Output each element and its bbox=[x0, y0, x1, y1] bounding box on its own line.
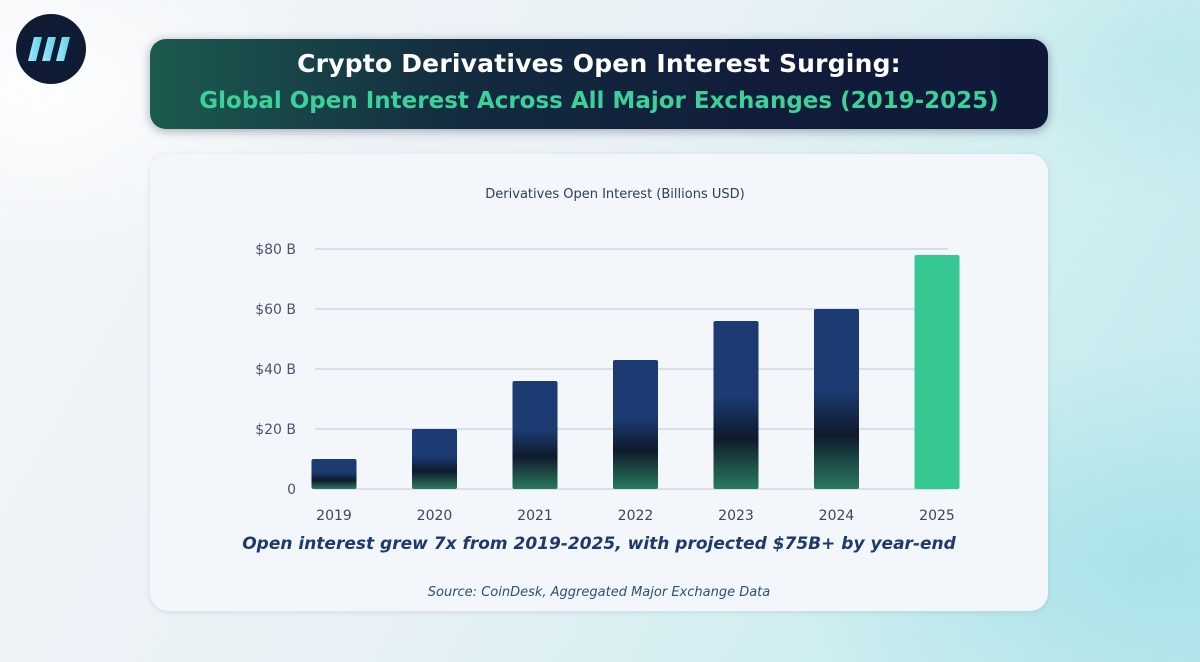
source-note: Source: CoinDesk, Aggregated Major Excha… bbox=[427, 585, 771, 600]
x-tick-label-2023: 2023 bbox=[718, 508, 754, 524]
bar-2024 bbox=[814, 309, 859, 489]
y-tick-label: $80 B bbox=[255, 242, 296, 258]
x-tick-label-2022: 2022 bbox=[618, 508, 654, 524]
page-title: Crypto Derivatives Open Interest Surging… bbox=[297, 49, 901, 78]
slashes-logo-icon bbox=[28, 37, 70, 61]
x-tick-label-2020: 2020 bbox=[417, 508, 453, 524]
chart-caption: Open interest grew 7x from 2019-2025, wi… bbox=[242, 534, 956, 554]
bar-chart: Derivatives Open Interest (Billions USD)… bbox=[255, 187, 960, 524]
header-banner: Crypto Derivatives Open Interest Surging… bbox=[150, 39, 1048, 129]
bar-2022 bbox=[613, 360, 658, 489]
bar-2021 bbox=[512, 381, 558, 489]
bar-2025 bbox=[914, 255, 960, 489]
x-tick-label-2024: 2024 bbox=[819, 508, 855, 524]
x-tick-label-2021: 2021 bbox=[517, 508, 553, 524]
chart-title: Derivatives Open Interest (Billions USD) bbox=[485, 187, 744, 202]
y-tick-label: $60 B bbox=[255, 302, 296, 318]
x-tick-label-2019: 2019 bbox=[316, 508, 352, 524]
x-tick-label-2025: 2025 bbox=[919, 508, 955, 524]
bar-2020 bbox=[412, 429, 457, 489]
bar-2023 bbox=[713, 321, 759, 489]
chart-card: Derivatives Open Interest (Billions USD)… bbox=[150, 154, 1048, 611]
y-tick-label: 0 bbox=[287, 482, 296, 498]
bar-2019 bbox=[311, 459, 357, 489]
page-subtitle: Global Open Interest Across All Major Ex… bbox=[199, 88, 999, 114]
y-tick-label: $20 B bbox=[255, 422, 296, 438]
y-tick-label: $40 B bbox=[255, 362, 296, 378]
brand-logo bbox=[16, 14, 86, 84]
